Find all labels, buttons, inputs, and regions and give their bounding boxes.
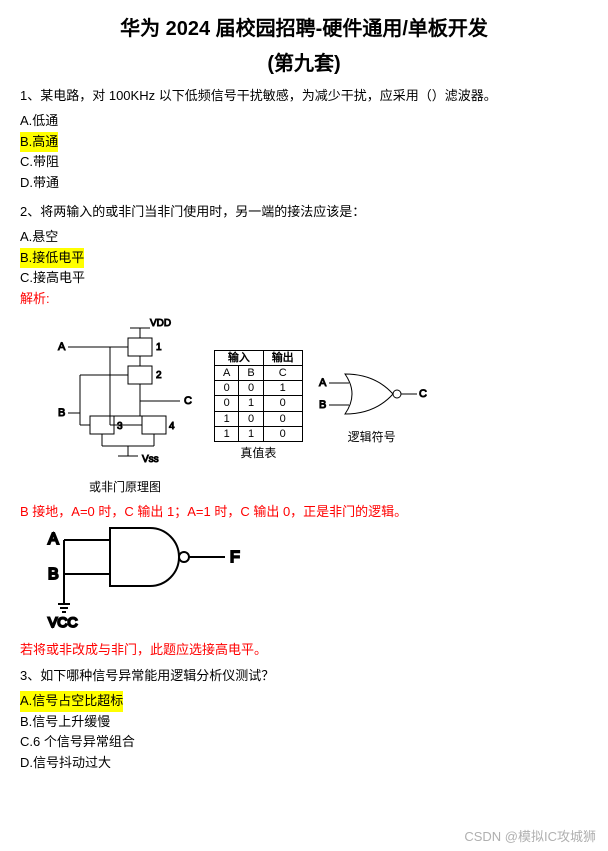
q3-opt-c: C.6 个信号异常组合 <box>20 732 588 753</box>
svg-text:F: F <box>230 549 240 566</box>
q3-stem: 3、如下哪种信号异常能用逻辑分析仪测试？ <box>20 666 588 687</box>
svg-text:B: B <box>48 566 59 583</box>
q3-opt-d: D.信号抖动过大 <box>20 753 588 774</box>
q2-explain2: 若将或非改成与非门，此题应选接高电平。 <box>20 639 588 658</box>
svg-text:A: A <box>58 341 66 353</box>
svg-text:C: C <box>419 388 427 400</box>
logic-symbol: A B C 逻辑符号 <box>317 366 427 445</box>
q2-opt-a: A.悬空 <box>20 227 588 248</box>
svg-text:C: C <box>184 395 192 407</box>
q2-explain1: B 接地，A=0 时，C 输出 1；A=1 时，C 输出 0，正是非门的逻辑。 <box>20 501 588 520</box>
svg-text:2: 2 <box>156 370 162 381</box>
truth-table: 输入输出 ABC 001 010 100 110 <box>214 350 303 443</box>
q1-opt-a: A.低通 <box>20 111 588 132</box>
svg-text:4: 4 <box>169 421 175 432</box>
svg-text:Vss: Vss <box>142 454 159 465</box>
q1-opt-c: C.带阻 <box>20 152 588 173</box>
nor-schematic: VDD 1 2 C <box>50 316 200 495</box>
q2-stem: 2、将两输入的或非门当非门使用时，另一端的接法应该是： <box>20 202 588 223</box>
question-3: 3、如下哪种信号异常能用逻辑分析仪测试？ A.信号占空比超标 B.信号上升缓慢 … <box>20 666 588 774</box>
watermark: CSDN @模拟IC攻城狮 <box>464 826 596 845</box>
page-subtitle: (第九套) <box>20 47 588 76</box>
svg-text:B: B <box>319 399 326 411</box>
question-1: 1、某电路，对 100KHz 以下低频信号干扰敏感，为减少干扰，应采用（）滤波器… <box>20 86 588 194</box>
question-2: 2、将两输入的或非门当非门使用时，另一端的接法应该是： A.悬空 B.接低电平 … <box>20 202 588 658</box>
and-gate-figure: A B VCC F <box>30 524 588 637</box>
svg-text:B: B <box>58 407 65 419</box>
q1-stem: 1、某电路，对 100KHz 以下低频信号干扰敏感，为减少干扰，应采用（）滤波器… <box>20 86 588 107</box>
truth-table-block: 输入输出 ABC 001 010 100 110 真值表 <box>214 350 303 462</box>
truth-caption: 真值表 <box>240 444 276 461</box>
svg-text:A: A <box>48 531 59 548</box>
svg-text:1: 1 <box>156 342 162 353</box>
q1-opt-d: D.带通 <box>20 173 588 194</box>
svg-text:3: 3 <box>117 421 123 432</box>
q2-opt-c: C.接高电平 <box>20 268 588 289</box>
svg-text:VDD: VDD <box>150 318 171 329</box>
diagram-row: VDD 1 2 C <box>50 316 588 495</box>
q1-opt-b: B.高通 <box>20 132 58 153</box>
q3-opt-b: B.信号上升缓慢 <box>20 712 588 733</box>
q2-analysis-label: 解析: <box>20 289 588 310</box>
schematic-caption: 或非门原理图 <box>89 478 161 495</box>
q3-opt-a: A.信号占空比超标 <box>20 691 123 712</box>
svg-text:A: A <box>319 377 327 389</box>
page-title: 华为 2024 届校园招聘-硬件通用/单板开发 <box>20 12 588 41</box>
svg-text:VCC: VCC <box>48 614 78 630</box>
symbol-caption: 逻辑符号 <box>348 428 396 445</box>
q2-opt-b: B.接低电平 <box>20 248 84 269</box>
